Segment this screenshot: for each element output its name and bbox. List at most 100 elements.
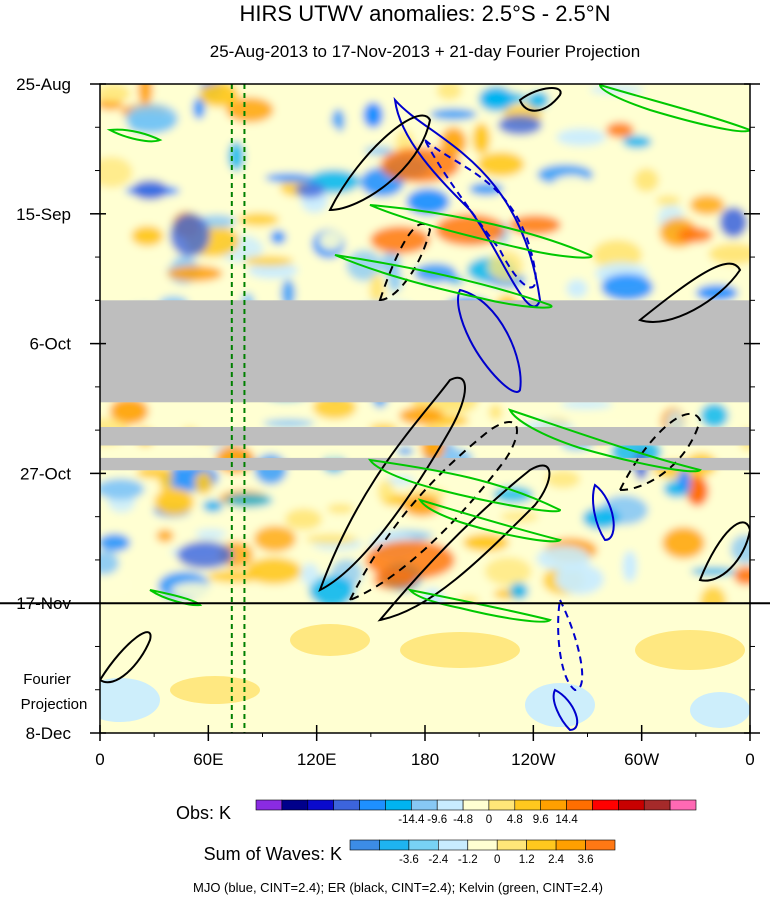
colorbar-tick-label: -3.6 <box>399 854 419 866</box>
anomaly-blob <box>484 557 532 586</box>
anomaly-blob <box>402 495 441 517</box>
anomaly-blob <box>167 265 223 282</box>
mjo-contour <box>557 596 584 692</box>
anomaly-blob <box>477 152 525 177</box>
er-contour <box>618 413 702 492</box>
er-contour <box>328 114 432 212</box>
colorbar-swatch <box>359 799 386 811</box>
anomaly-blob <box>730 534 750 564</box>
anomaly-blob <box>364 146 394 156</box>
er-contour <box>637 262 742 323</box>
anomaly-blob <box>265 173 313 183</box>
anomaly-blob <box>662 527 705 559</box>
anomaly-blob <box>406 188 450 215</box>
anomaly-blob <box>100 533 131 552</box>
anomaly-blob <box>592 239 642 271</box>
anomaly-blob <box>308 575 355 607</box>
anomaly-blob <box>292 121 340 145</box>
colorbar-swatch <box>592 799 619 811</box>
anomaly-blob <box>708 243 750 265</box>
anomaly-blob <box>125 103 179 134</box>
colorbar-swatch <box>462 799 490 811</box>
colorbar-tick-label: 0 <box>494 854 500 866</box>
obs-colorbar-label: Obs: K <box>176 803 231 823</box>
colorbar-swatch <box>385 799 412 811</box>
colorbar-swatch <box>514 799 541 811</box>
anomaly-blob <box>104 116 131 147</box>
chart-subtitle: 25-Aug-2013 to 17-Nov-2013 + 21-day Four… <box>210 42 640 61</box>
anomaly-blob <box>228 141 245 172</box>
reference-longitudes <box>230 84 246 733</box>
anomaly-blob <box>100 156 133 188</box>
cold-anomaly <box>170 213 210 257</box>
anomaly-blob <box>281 279 296 308</box>
mjo-contour <box>393 96 542 308</box>
colorbar-swatch <box>488 799 516 811</box>
anomaly-blob <box>417 84 432 92</box>
mjo-contour <box>552 688 579 732</box>
anomaly-blob <box>463 533 509 552</box>
anomaly-blob <box>582 507 621 530</box>
colorbar-swatch <box>436 799 464 811</box>
colorbar-tick-label: 0 <box>486 814 492 826</box>
anomaly-blob <box>488 250 524 282</box>
colorbar-swatch <box>540 799 567 811</box>
waves-colorbar-label: Sum of Waves: K <box>204 844 342 864</box>
anomaly-blob <box>238 212 280 227</box>
anomaly-blob <box>655 195 681 206</box>
colorbar-swatch <box>669 799 697 811</box>
colorbar-swatch <box>379 839 410 851</box>
projection-anomaly <box>525 683 595 727</box>
contour-legend: MJO (blue, CINT=2.4); ER (black, CINT=2.… <box>193 880 603 895</box>
kelvin-contour <box>369 204 593 259</box>
anomaly-blob <box>109 397 149 425</box>
kelvin-contour <box>334 254 553 309</box>
anomaly-blob <box>144 254 174 270</box>
er-contour <box>378 223 432 302</box>
mjo-contour <box>424 139 537 289</box>
anomaly-blob <box>192 97 206 120</box>
anomaly-blob <box>244 255 294 267</box>
colorbar-swatch <box>555 839 586 851</box>
anomaly-blob <box>570 147 613 158</box>
colorbar-tick-label: -1.2 <box>458 854 478 866</box>
anomaly-blob <box>270 230 287 245</box>
anomaly-blob <box>377 480 394 503</box>
x-tick-label: 60W <box>624 750 659 769</box>
projection-anomaly <box>690 692 750 728</box>
anomaly-blob <box>695 284 738 302</box>
kelvin-contour <box>417 498 562 543</box>
projection-anomaly <box>400 632 520 668</box>
anomaly-blob <box>253 525 297 552</box>
plot-area <box>100 84 750 733</box>
waves-colorbar: -3.6 -2.4 -1.2 0 1.2 2.4 3.6 <box>349 839 616 866</box>
colorbar-swatch <box>349 839 380 851</box>
colorbar-swatch <box>437 839 468 851</box>
anomaly-blob <box>677 468 691 491</box>
er-contour <box>318 377 466 593</box>
colorbar-swatch <box>410 799 438 811</box>
anomaly-blob <box>396 446 414 456</box>
anomaly-blob <box>171 582 217 599</box>
projection-anomaly <box>170 676 260 704</box>
anomaly-blob <box>622 550 637 582</box>
anomaly-blob <box>300 563 320 586</box>
cold-anomaly <box>498 115 542 135</box>
colorbar-swatch <box>496 839 527 851</box>
kelvin-contour <box>508 408 702 473</box>
anomaly-blob <box>248 262 299 279</box>
colorbar-swatch <box>408 839 439 851</box>
x-tick-label: 0 <box>95 750 104 769</box>
kelvin-contour <box>368 458 562 513</box>
anomaly-blob <box>100 551 120 575</box>
colorbar-swatch <box>467 839 498 851</box>
mjo-contour <box>592 483 615 542</box>
x-tick-label: 180 <box>411 750 439 769</box>
anomaly-blob <box>472 123 491 155</box>
x-tick-label: 120W <box>511 750 555 769</box>
anomaly-blob <box>199 84 240 107</box>
anomaly-blob <box>551 175 592 197</box>
anomaly-blob <box>195 528 227 539</box>
axes: 0 60E 120E 180 120W 60W 0 25-Aug 15-Sep 6-Oct 27-O… <box>0 75 770 769</box>
